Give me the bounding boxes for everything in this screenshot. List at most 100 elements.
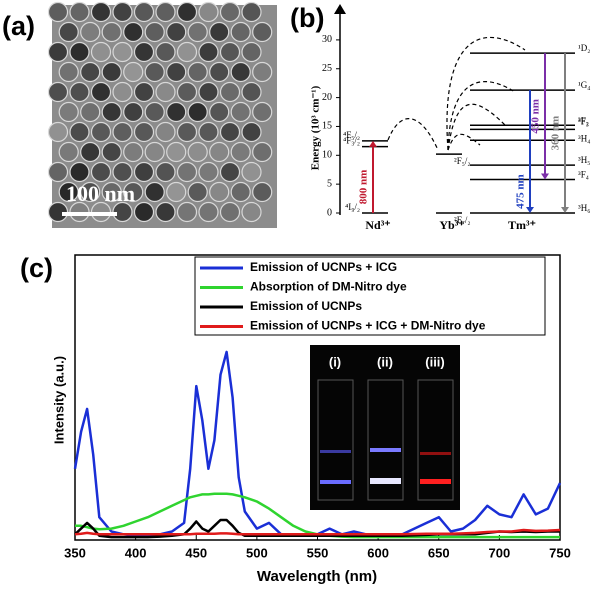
particle xyxy=(58,101,79,123)
particle xyxy=(198,1,219,23)
particle xyxy=(198,121,219,143)
particle xyxy=(209,61,230,83)
particle xyxy=(90,1,112,23)
particle xyxy=(252,61,273,83)
transition-label: 800 nm xyxy=(358,170,370,205)
arrow-head xyxy=(561,207,569,213)
level-label: ⁴I₉/₂ xyxy=(345,202,360,212)
particle xyxy=(112,161,133,183)
particle xyxy=(123,61,144,83)
level-label: ³F₂ xyxy=(578,115,589,125)
ion-label: Nd³⁺ xyxy=(365,218,390,232)
particle xyxy=(80,181,101,203)
particle xyxy=(101,101,122,123)
particle xyxy=(101,141,122,163)
tick-label: 20 xyxy=(322,92,332,103)
particle xyxy=(198,201,219,223)
panel-c: (c) Intensity (a.u.) Wavelength (nm) (i)… xyxy=(20,253,571,585)
particle xyxy=(69,161,90,183)
particle xyxy=(219,121,241,143)
particle xyxy=(80,141,101,163)
particle xyxy=(176,41,198,63)
x-tick-label: 450 xyxy=(185,545,207,560)
energy-transfer-paths xyxy=(387,36,526,151)
particle xyxy=(80,61,101,83)
particle xyxy=(176,1,198,23)
level-label: ³F₃ xyxy=(578,116,589,126)
glow-ii xyxy=(370,478,401,484)
particle xyxy=(155,161,176,183)
particle xyxy=(209,21,230,43)
panel-label: (b) xyxy=(290,3,324,33)
particle xyxy=(230,61,251,83)
particle xyxy=(166,61,187,83)
particle xyxy=(101,21,122,43)
meniscus-ii xyxy=(370,448,401,452)
inset-label: (iii) xyxy=(425,354,445,369)
particle xyxy=(187,101,208,123)
inset-label: (ii) xyxy=(377,354,393,369)
arrow-head xyxy=(526,207,534,213)
level-label: ³H₆ xyxy=(578,203,590,213)
series-line xyxy=(75,492,560,539)
inset-label: (i) xyxy=(329,354,341,369)
tick-label: 0 xyxy=(327,207,332,218)
particle xyxy=(123,181,144,203)
particle xyxy=(187,21,208,43)
particle xyxy=(219,201,241,223)
particle xyxy=(155,81,176,103)
particle xyxy=(176,201,198,223)
level-label: ³H₄ xyxy=(578,133,590,143)
particle xyxy=(69,1,90,23)
particle xyxy=(90,121,112,143)
level-label: ²F₅/₂ xyxy=(454,156,470,166)
particle xyxy=(166,141,187,163)
particle xyxy=(144,61,165,83)
ion-label: Yb³⁺ xyxy=(439,218,464,232)
particle xyxy=(47,161,69,183)
level-label: ³F₄ xyxy=(578,170,589,180)
particle xyxy=(230,141,251,163)
cuvettes xyxy=(317,379,454,501)
particle xyxy=(166,101,187,123)
y-axis-label: Energy (10³ cm⁻¹) xyxy=(310,85,322,170)
particle xyxy=(187,141,208,163)
particle xyxy=(58,141,79,163)
particle xyxy=(133,41,155,63)
arrow-head xyxy=(369,140,377,147)
particle xyxy=(209,141,230,163)
arrow-head xyxy=(541,173,549,180)
particle xyxy=(133,201,155,223)
panel-b: (b) Energy (10³ cm⁻¹) 0 5 10 15 20 25 30 Nd³⁺ ⁴I… xyxy=(290,3,590,232)
particle xyxy=(176,161,198,183)
particle xyxy=(209,101,230,123)
tick-label: 10 xyxy=(322,150,332,161)
particle xyxy=(219,81,241,103)
particle xyxy=(144,181,165,203)
particle xyxy=(155,1,176,23)
particle xyxy=(144,101,165,123)
glow-i xyxy=(320,480,351,484)
x-tick-label: 600 xyxy=(367,545,389,560)
particle xyxy=(47,81,69,103)
legend-label: Emission of UCNPs + ICG xyxy=(250,260,397,274)
particle xyxy=(252,141,273,163)
plot: 350 400 450 500 550 600 650 700 750 Emission of U… xyxy=(64,260,571,560)
particle xyxy=(47,1,69,23)
x-tick-label: 700 xyxy=(489,545,511,560)
glow-iii xyxy=(420,479,451,484)
inset-photo: (i) (ii) (iii) xyxy=(310,345,460,510)
x-tick-label: 750 xyxy=(549,545,571,560)
x-tick-label: 550 xyxy=(307,545,329,560)
particle xyxy=(176,121,198,143)
particle xyxy=(58,181,79,203)
series-line xyxy=(73,350,562,539)
meniscus-iii xyxy=(420,452,451,455)
particle xyxy=(133,121,155,143)
particle xyxy=(198,161,219,183)
particle xyxy=(144,21,165,43)
particle xyxy=(47,41,69,63)
particle xyxy=(219,1,241,23)
particle xyxy=(230,101,251,123)
